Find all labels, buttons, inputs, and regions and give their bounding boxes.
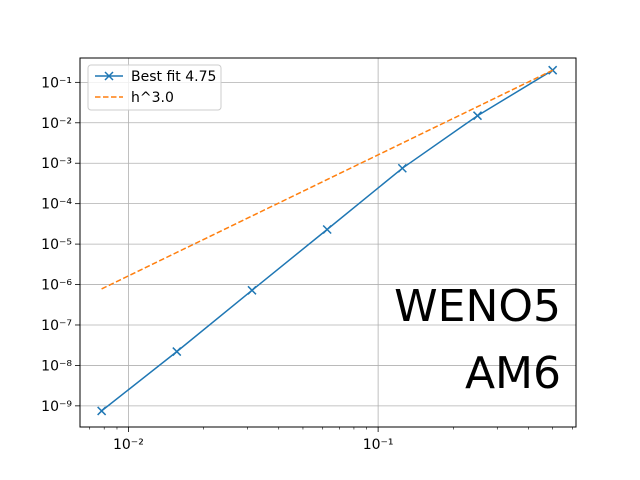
y-tick-label: 10⁻⁵ [41, 237, 72, 253]
data-point-marker [397, 163, 407, 173]
legend-label-best-fit: Best fit 4.75 [131, 69, 216, 85]
y-tick-label: 10⁻⁹ [41, 399, 72, 415]
data-point-marker [247, 285, 257, 295]
legend-label-h3: h^3.0 [131, 90, 174, 106]
x-tick-label: 10⁻² [113, 437, 144, 453]
data-point-marker [97, 406, 107, 416]
y-tick-label: 10⁻⁶ [41, 278, 72, 294]
series-layer [97, 65, 558, 416]
series-line-1 [101, 69, 554, 290]
data-point-marker [472, 111, 483, 121]
grid-lines [80, 58, 576, 427]
y-tick-label: 10⁻³ [41, 156, 72, 172]
legend: Best fit 4.75 h^3.0 [87, 64, 222, 111]
x-tick-label: 10⁻¹ [363, 437, 394, 453]
data-point-marker [172, 347, 182, 357]
y-tick-label: 10⁻⁴ [41, 197, 72, 213]
y-tick-label: 10⁻⁷ [41, 318, 72, 334]
legend-marker-best-fit [104, 71, 114, 81]
y-tick-label: 10⁻² [41, 116, 72, 132]
y-tick-label: 10⁻⁸ [41, 358, 72, 374]
plot-frame [79, 57, 577, 428]
annotation-am6: AM6 [465, 348, 561, 399]
data-point-marker [322, 224, 332, 235]
axis-ticks: 10⁻² 10⁻¹ 10⁻⁹ 10⁻⁸ 10⁻⁷ 10⁻⁶ 10⁻⁵ 10⁻⁴ 10⁻³ 10⁻²… [41, 75, 573, 453]
y-tick-label: 10⁻¹ [41, 75, 72, 91]
annotation-weno5: WENO5 [394, 281, 561, 332]
